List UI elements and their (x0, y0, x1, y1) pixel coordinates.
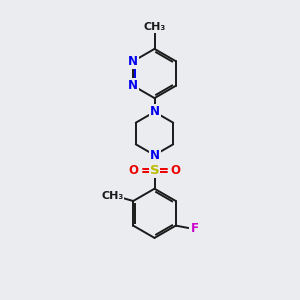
Text: N: N (128, 79, 138, 92)
Text: CH₃: CH₃ (144, 22, 166, 32)
Text: N: N (128, 55, 138, 68)
Text: S: S (150, 164, 159, 177)
Text: N: N (150, 148, 160, 162)
Text: F: F (190, 221, 198, 235)
Text: O: O (170, 164, 181, 177)
Text: N: N (150, 105, 160, 119)
Text: O: O (128, 164, 139, 177)
Text: CH₃: CH₃ (101, 191, 123, 201)
